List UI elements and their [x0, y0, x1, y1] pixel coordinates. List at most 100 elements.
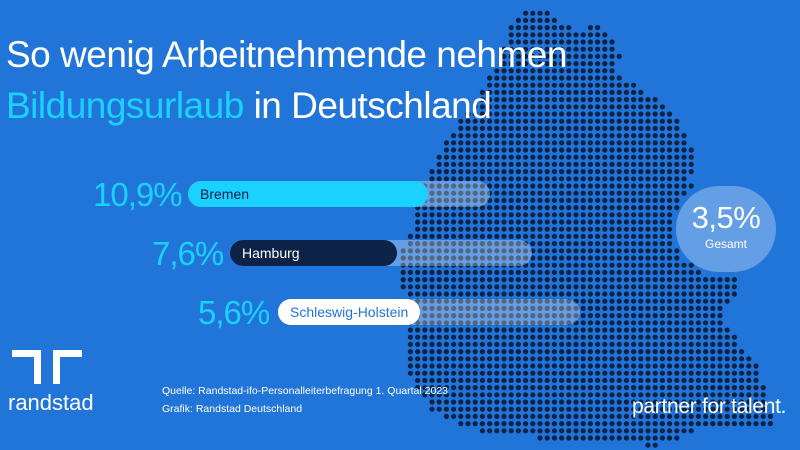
- map-dot: [465, 377, 471, 383]
- map-dot: [472, 140, 478, 146]
- map-dot: [422, 212, 428, 218]
- map-dot: [501, 226, 507, 232]
- map-dot: [559, 25, 565, 31]
- map-dot: [472, 241, 478, 247]
- map-dot: [674, 334, 680, 340]
- map-dot: [674, 154, 680, 160]
- map-dot: [667, 305, 673, 311]
- map-dot: [688, 428, 694, 434]
- map-dot: [681, 320, 687, 326]
- map-dot: [631, 255, 637, 261]
- map-dot: [623, 269, 630, 275]
- map-dot: [638, 399, 644, 405]
- map-dot: [501, 370, 507, 376]
- map-dot: [551, 428, 558, 434]
- map-dot: [616, 277, 622, 283]
- map-dot: [731, 363, 738, 369]
- map-dot: [465, 385, 471, 391]
- map-dot: [537, 233, 543, 239]
- map-dot: [652, 277, 658, 283]
- map-dot: [487, 154, 493, 160]
- map-dot: [623, 226, 630, 232]
- map-dot: [530, 399, 536, 405]
- map-dot: [451, 363, 457, 369]
- map-dot: [638, 219, 644, 225]
- map-dot: [652, 327, 658, 333]
- map-dot: [580, 356, 586, 362]
- map-dot: [479, 291, 485, 297]
- map-dot: [616, 248, 622, 254]
- map-dot: [638, 284, 644, 290]
- map-dot: [587, 133, 594, 139]
- map-dot: [674, 183, 680, 189]
- map-dot: [530, 313, 536, 319]
- map-dot: [523, 255, 529, 261]
- map-dot: [508, 154, 514, 160]
- map-dot: [566, 269, 572, 275]
- map-dot: [710, 277, 716, 283]
- map-dot: [415, 248, 421, 254]
- map-dot: [638, 125, 644, 131]
- map-dot: [451, 161, 457, 167]
- map-dot: [587, 104, 594, 110]
- map-dot: [623, 277, 630, 283]
- map-dot: [710, 320, 716, 326]
- map-dot: [530, 356, 536, 362]
- map-dot: [573, 269, 579, 275]
- map-dot: [631, 89, 637, 95]
- map-dot: [479, 169, 485, 175]
- map-dot: [645, 370, 651, 376]
- map-dot: [659, 428, 666, 434]
- map-dot: [465, 226, 471, 232]
- map-dot: [458, 385, 464, 391]
- map-dot: [515, 89, 522, 95]
- map-dot: [638, 197, 644, 203]
- map-dot: [559, 125, 565, 131]
- map-dot: [609, 291, 615, 297]
- map-dot: [494, 82, 500, 88]
- map-dot: [602, 53, 608, 60]
- map-dot: [587, 97, 594, 103]
- map-dot: [573, 61, 579, 67]
- map-dot: [609, 212, 615, 218]
- map-dot: [537, 154, 543, 160]
- map-dot: [436, 370, 442, 376]
- map-dot: [645, 97, 651, 103]
- map-dot: [602, 89, 608, 95]
- map-dot: [544, 406, 550, 412]
- map-dot: [472, 104, 478, 110]
- map-dot: [631, 183, 637, 189]
- map-dot: [551, 421, 558, 427]
- map-dot: [587, 349, 594, 355]
- map-dot: [623, 140, 630, 146]
- map-dot: [580, 370, 586, 376]
- map-dot: [451, 176, 457, 182]
- map-dot: [717, 277, 723, 283]
- map-dot: [422, 341, 428, 347]
- map-dot: [458, 183, 464, 189]
- map-dot: [681, 428, 687, 434]
- map-dot: [631, 377, 637, 383]
- map-dot: [429, 385, 435, 391]
- map-dot: [487, 413, 493, 419]
- map-dot: [609, 154, 615, 160]
- map-dot: [602, 341, 608, 347]
- map-dot: [436, 392, 442, 398]
- map-dot: [465, 392, 471, 398]
- map-dot: [695, 356, 702, 362]
- map-dot: [609, 118, 615, 124]
- map-dot: [559, 385, 565, 391]
- map-dot: [537, 25, 543, 31]
- map-dot: [645, 284, 651, 290]
- map-dot: [422, 298, 428, 304]
- map-dot: [523, 284, 529, 290]
- map-dot: [595, 284, 601, 290]
- map-dot: [436, 241, 442, 247]
- map-dot: [724, 356, 730, 362]
- map-dot: [436, 349, 442, 355]
- map-dot: [681, 363, 687, 369]
- map-dot: [551, 241, 558, 247]
- map-dot: [667, 327, 673, 333]
- map-dot: [494, 262, 500, 268]
